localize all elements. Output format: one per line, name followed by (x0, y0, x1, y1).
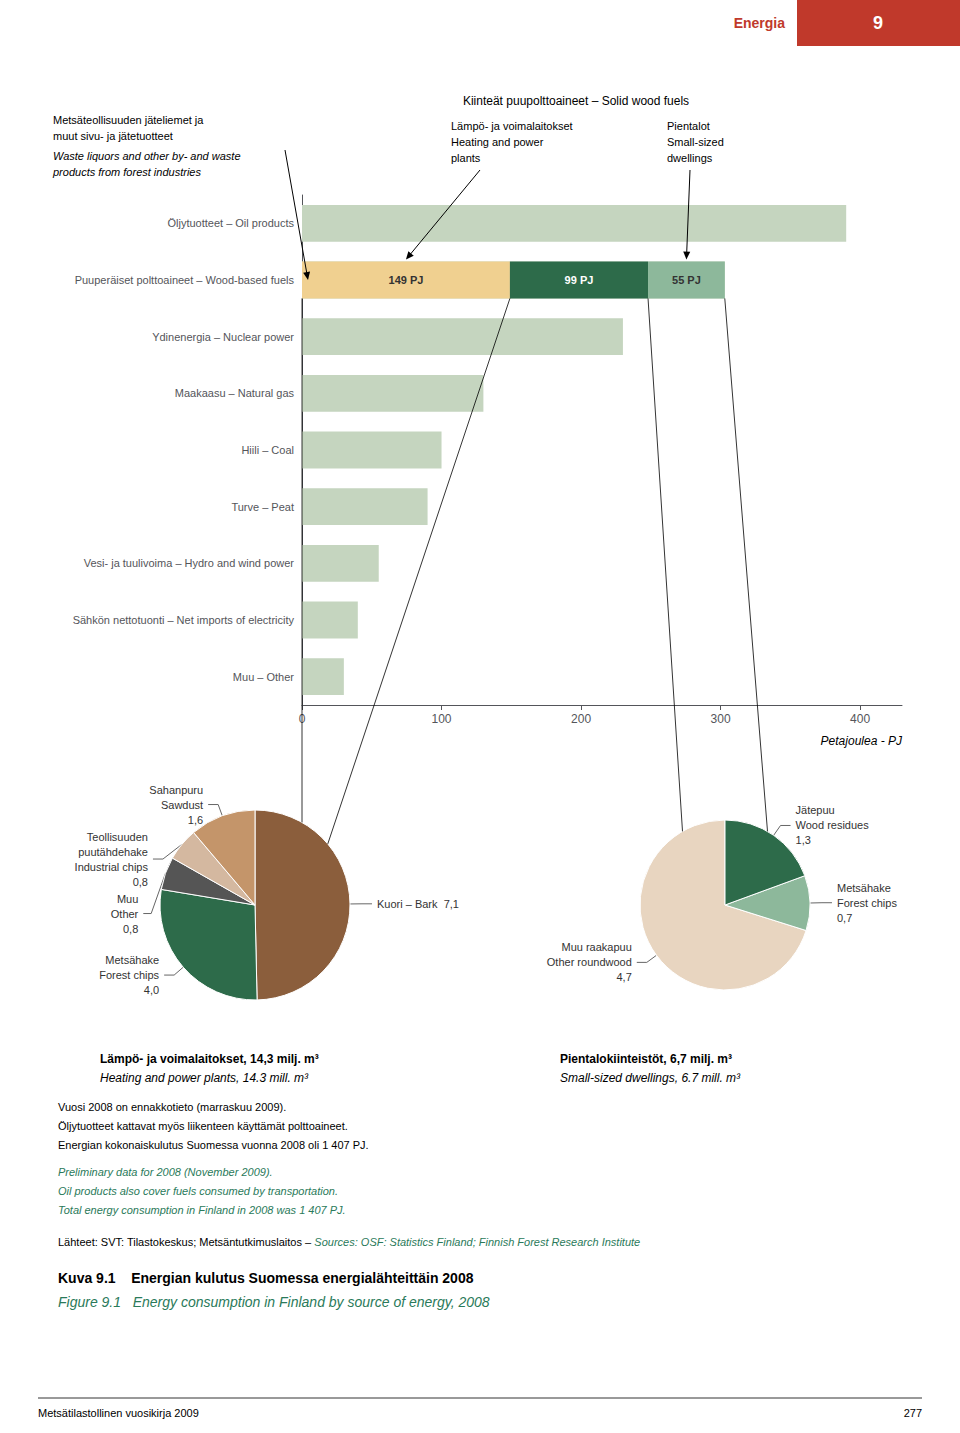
svg-text:Metsähake: Metsähake (105, 954, 159, 966)
svg-text:Kuori – Bark 7,1: Kuori – Bark 7,1 (377, 898, 459, 910)
svg-text:muut sivu- ja jätetuotteet: muut sivu- ja jätetuotteet (53, 130, 173, 142)
svg-text:Sahanpuru: Sahanpuru (149, 784, 203, 796)
svg-text:Wood residues: Wood residues (796, 819, 870, 831)
svg-text:0: 0 (298, 712, 306, 726)
svg-text:products from forest industrie: products from forest industries (52, 166, 201, 178)
svg-text:Öljytuotteet kattavat myös lii: Öljytuotteet kattavat myös liikenteen kä… (58, 1120, 348, 1132)
svg-text:Kuva 9.1 Energian kulutus S: Kuva 9.1 Energian kulutus Suomessa energ… (58, 1270, 474, 1286)
svg-text:0,7: 0,7 (837, 912, 852, 924)
svg-text:Sources: OSF: Statistics Finla: Sources: OSF: Statistics Finland; Finnis… (314, 1236, 640, 1248)
svg-text:149 PJ: 149 PJ (389, 274, 424, 286)
svg-text:Vuosi 2008 on ennakkotieto (ma: Vuosi 2008 on ennakkotieto (marraskuu 20… (58, 1101, 286, 1113)
svg-text:300: 300 (711, 712, 731, 726)
svg-text:Hiili – Coal: Hiili – Coal (241, 444, 294, 456)
svg-text:Lämpö- ja voimalaitokset, 14,3: Lämpö- ja voimalaitokset, 14,3 milj. m³ (100, 1052, 319, 1066)
svg-text:4,7: 4,7 (616, 971, 631, 983)
svg-text:Metsätilastollinen vuosikirja: Metsätilastollinen vuosikirja 2009 (38, 1407, 199, 1419)
svg-text:Forest chips: Forest chips (99, 969, 159, 981)
svg-text:Sähkön nettotuonti – Net impor: Sähkön nettotuonti – Net imports of elec… (73, 614, 295, 626)
svg-text:1,3: 1,3 (796, 834, 811, 846)
svg-text:Oil products also cover fuels: Oil products also cover fuels consumed b… (58, 1185, 338, 1197)
svg-text:Teollisuuden: Teollisuuden (87, 831, 148, 843)
svg-text:Other roundwood: Other roundwood (547, 956, 632, 968)
svg-text:Energian kokonaiskulutus Suome: Energian kokonaiskulutus Suomessa vuonna… (58, 1139, 369, 1151)
svg-text:Total energy consumption in Fi: Total energy consumption in Finland in 2… (58, 1204, 346, 1216)
svg-text:Petajoulea - PJ: Petajoulea - PJ (821, 734, 903, 748)
svg-text:Small-sized: Small-sized (667, 136, 724, 148)
svg-text:plants: plants (451, 152, 481, 164)
svg-text:Pientalokiinteistöt, 6,7 milj.: Pientalokiinteistöt, 6,7 milj. m³ (560, 1052, 732, 1066)
svg-text:Öljytuotteet – Oil products: Öljytuotteet – Oil products (167, 217, 294, 229)
svg-text:1,6: 1,6 (188, 814, 203, 826)
svg-text:Heating and power: Heating and power (451, 136, 544, 148)
svg-text:200: 200 (571, 712, 591, 726)
svg-text:Vesi- ja tuulivoima – Hydro an: Vesi- ja tuulivoima – Hydro and wind pow… (84, 557, 295, 569)
svg-text:Muu: Muu (117, 893, 138, 905)
svg-text:Muu raakapuu: Muu raakapuu (561, 941, 631, 953)
svg-text:Kiinteät puupolttoaineet – Sol: Kiinteät puupolttoaineet – Solid wood fu… (463, 94, 689, 108)
svg-text:0,8: 0,8 (123, 923, 138, 935)
svg-text:Metsähake: Metsähake (837, 882, 891, 894)
svg-text:Forest chips: Forest chips (837, 897, 897, 909)
svg-text:Energia: Energia (734, 15, 786, 31)
svg-text:dwellings: dwellings (667, 152, 713, 164)
svg-text:Muu – Other: Muu – Other (233, 671, 294, 683)
svg-text:9: 9 (873, 13, 883, 33)
svg-text:Other: Other (111, 908, 139, 920)
svg-text:Pientalot: Pientalot (667, 120, 710, 132)
svg-text:Metsäteollisuuden jäteliemet j: Metsäteollisuuden jäteliemet ja (53, 114, 204, 126)
svg-text:Lämpö- ja voimalaitokset: Lämpö- ja voimalaitokset (451, 120, 573, 132)
svg-text:Puuperäiset polttoaineet – Woo: Puuperäiset polttoaineet – Wood-based fu… (75, 274, 295, 286)
svg-text:Industrial chips: Industrial chips (75, 861, 149, 873)
svg-text:Figure 9.1 Energy consumptio: Figure 9.1 Energy consumption in Finland… (58, 1294, 490, 1310)
svg-text:Maakaasu – Natural gas: Maakaasu – Natural gas (175, 387, 295, 399)
svg-text:Preliminary data for 2008 (Nov: Preliminary data for 2008 (November 2009… (58, 1166, 273, 1178)
svg-text:Sawdust: Sawdust (161, 799, 203, 811)
svg-text:400: 400 (850, 712, 870, 726)
svg-text:Ydinenergia – Nuclear power: Ydinenergia – Nuclear power (152, 331, 294, 343)
svg-text:4,0: 4,0 (144, 984, 159, 996)
svg-text:100: 100 (432, 712, 452, 726)
svg-text:277: 277 (904, 1407, 922, 1419)
svg-text:Heating and power plants, 14.3: Heating and power plants, 14.3 mill. m³ (100, 1071, 309, 1085)
svg-text:0,8: 0,8 (133, 876, 148, 888)
svg-text:Turve – Peat: Turve – Peat (231, 501, 294, 513)
svg-text:Small-sized dwellings, 6.7 mil: Small-sized dwellings, 6.7 mill. m³ (560, 1071, 741, 1085)
svg-text:55 PJ: 55 PJ (672, 274, 701, 286)
svg-text:Lähteet: SVT: Tilastokeskus; M: Lähteet: SVT: Tilastokeskus; Metsäntutki… (58, 1236, 314, 1248)
svg-text:Waste liquors and other by- an: Waste liquors and other by- and waste (53, 150, 241, 162)
svg-text:Jätepuu: Jätepuu (796, 804, 835, 816)
svg-text:99 PJ: 99 PJ (565, 274, 594, 286)
svg-text:puutähdehake: puutähdehake (78, 846, 148, 858)
